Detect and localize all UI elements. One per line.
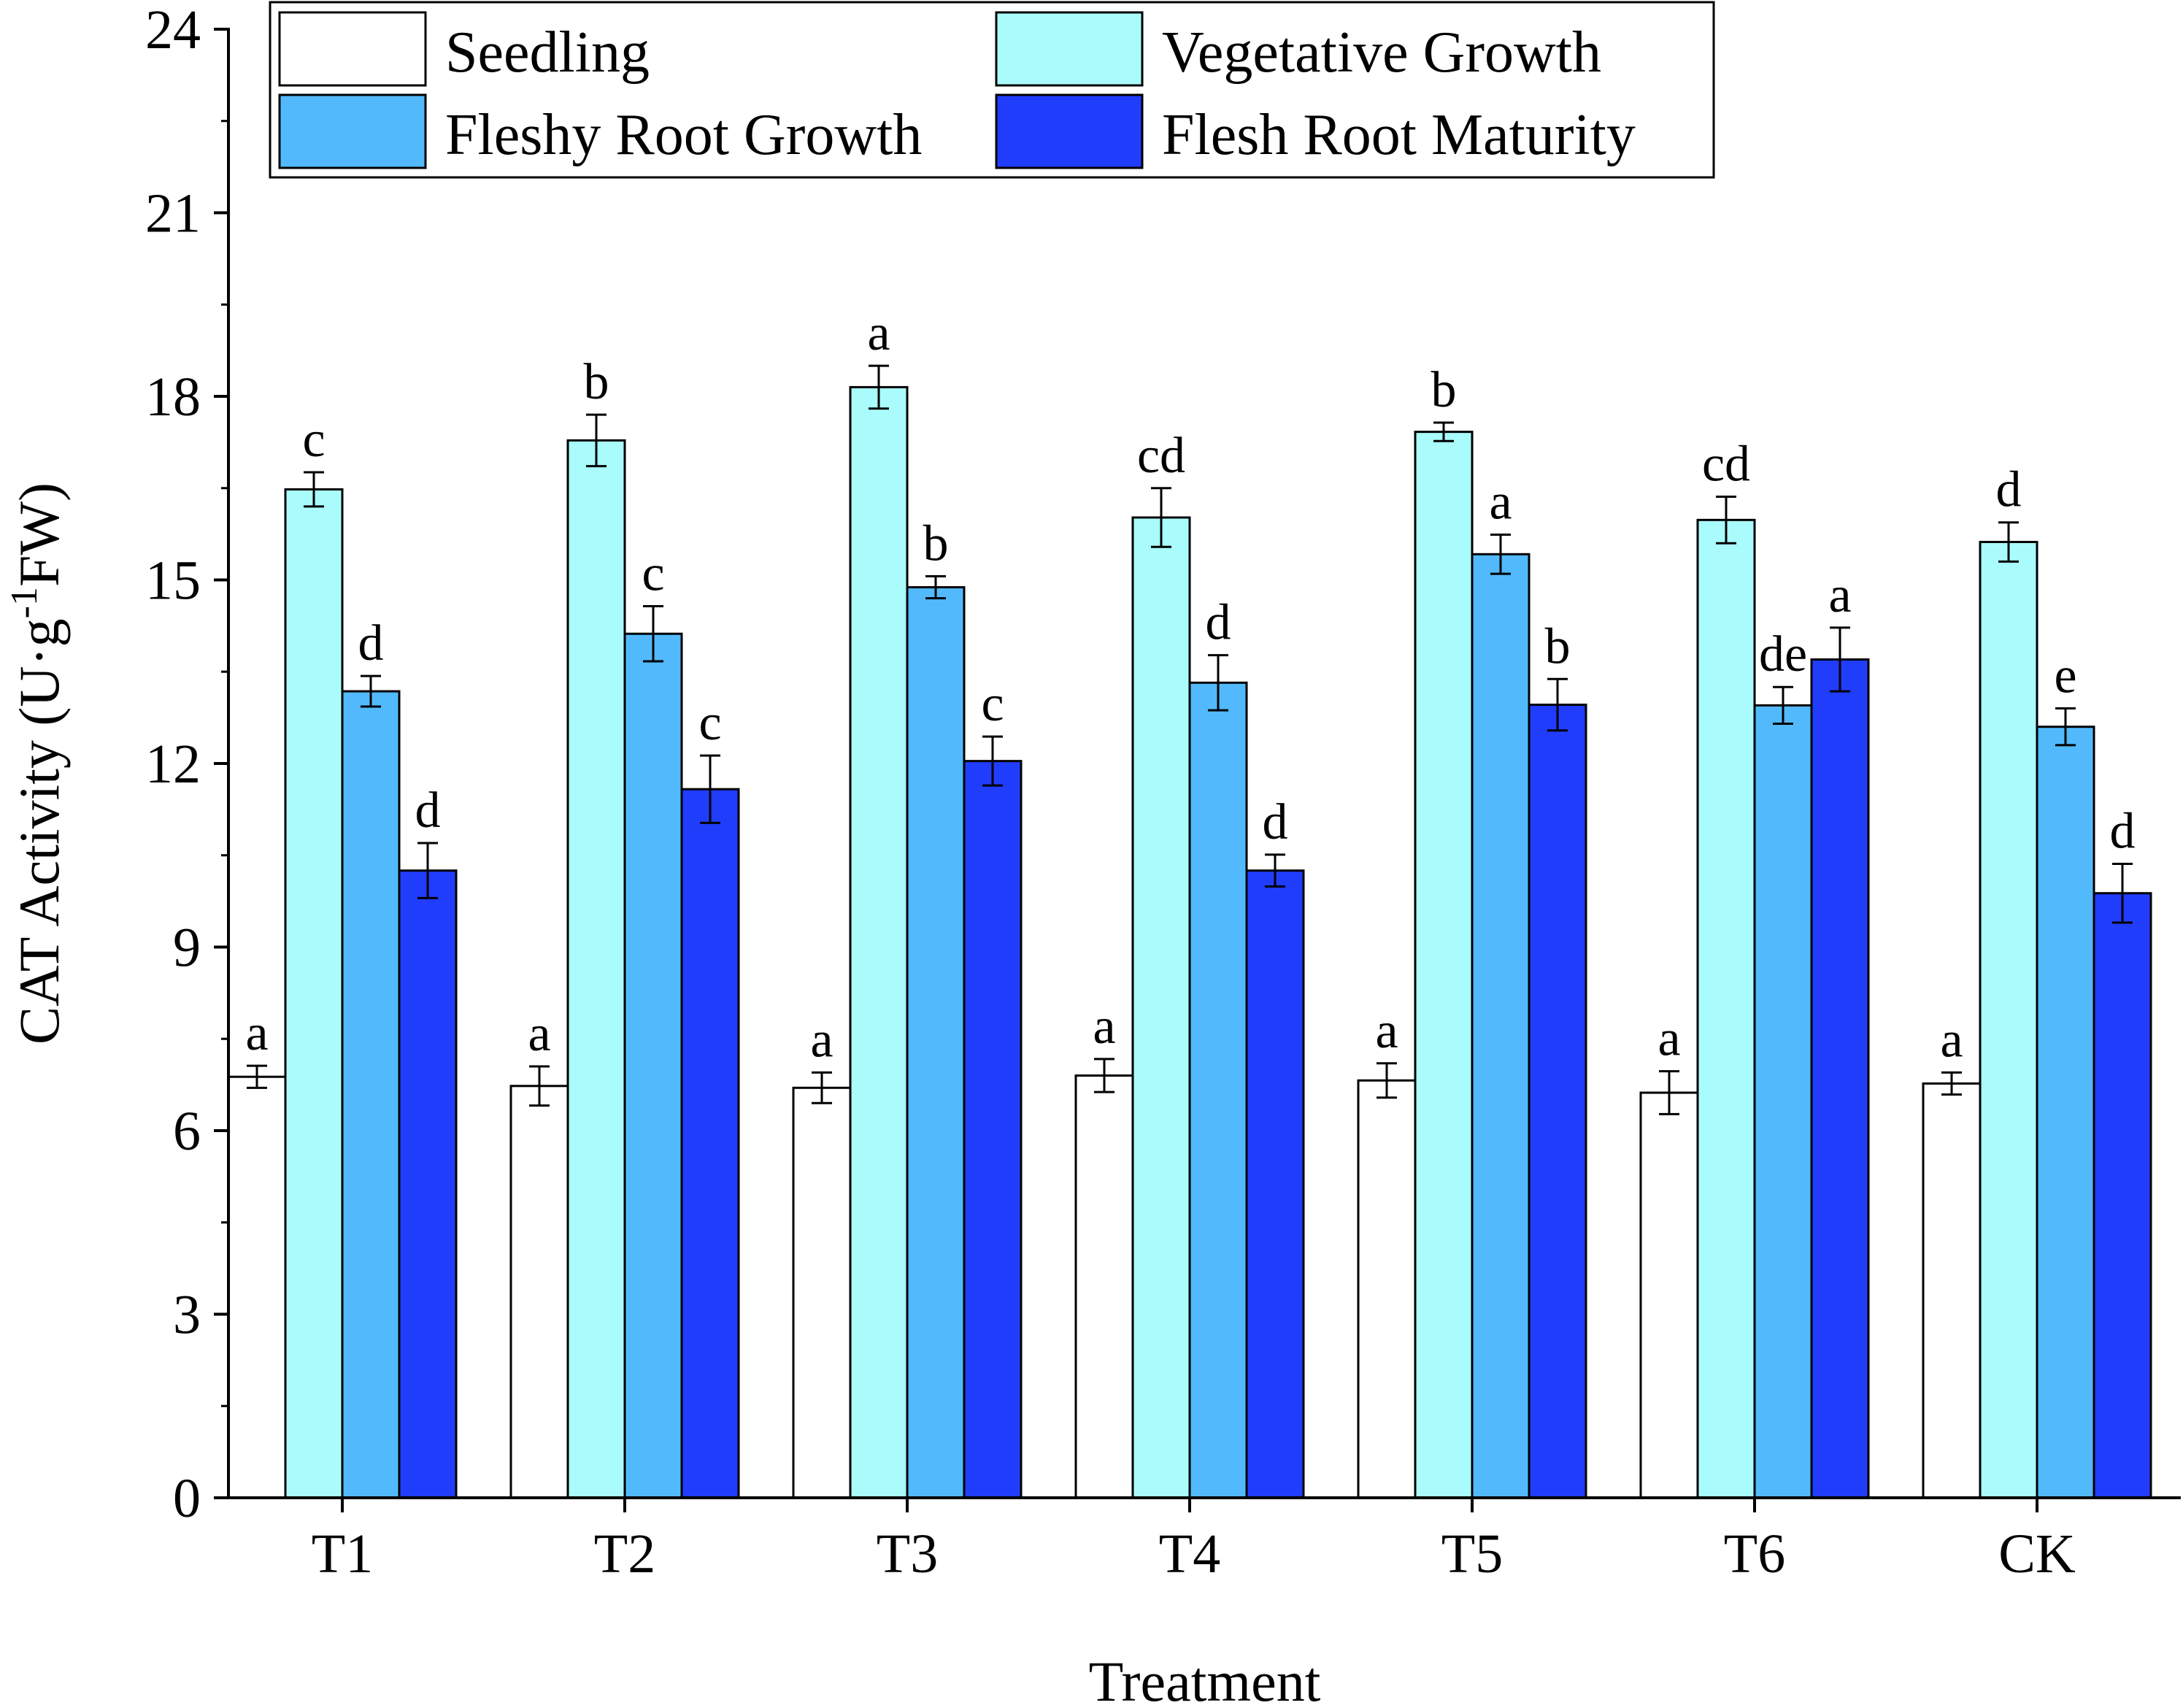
significance-label-T3-0: a	[810, 1012, 833, 1068]
x-tick-label-T1: T1	[312, 1523, 373, 1585]
significance-label-CK-0: a	[1940, 1012, 1963, 1068]
x-tick-label-CK: CK	[1998, 1523, 2076, 1585]
significance-label-T6-0: a	[1658, 1011, 1680, 1067]
significance-label-T3-3: c	[981, 676, 1004, 732]
legend-swatch-1	[995, 11, 1144, 87]
bar-T3-3	[963, 760, 1023, 1499]
y-tick-label-18: 18	[145, 366, 201, 428]
significance-label-T1-3: d	[415, 782, 441, 839]
bar-T6-0	[1639, 1091, 1699, 1499]
bar-T2-1	[566, 439, 626, 1499]
legend-label-2: Fleshy Root Growth	[445, 103, 922, 167]
significance-label-T5-2: a	[1489, 474, 1512, 530]
x-tick-label-T2: T2	[594, 1523, 655, 1585]
significance-label-T3-1: a	[867, 305, 890, 361]
significance-label-T4-3: d	[1263, 794, 1288, 850]
bar-T1-1	[284, 488, 344, 1499]
significance-label-T5-3: b	[1545, 618, 1571, 674]
x-tick-label-T5: T5	[1441, 1523, 1503, 1585]
significance-label-T2-0: a	[528, 1006, 550, 1062]
significance-label-T4-2: d	[1206, 595, 1231, 651]
significance-label-T2-1: b	[584, 354, 609, 410]
bar-T6-3	[1810, 658, 1870, 1499]
bar-T4-0	[1074, 1074, 1134, 1499]
y-axis-title-superscript: -1	[4, 587, 45, 618]
y-tick-label-6: 6	[173, 1101, 201, 1162]
y-axis-title-tail: FW)	[7, 482, 71, 587]
legend-swatch-0	[278, 11, 427, 87]
bar-T4-1	[1131, 516, 1191, 1499]
bar-T6-1	[1696, 518, 1756, 1499]
bar-T2-0	[509, 1085, 569, 1499]
y-tick-label-12: 12	[145, 734, 201, 795]
bar-T5-3	[1528, 704, 1587, 1499]
legend-label-1: Vegetative Growth	[1162, 20, 1601, 85]
bar-T4-2	[1188, 681, 1248, 1499]
y-tick-label-21: 21	[145, 183, 201, 245]
bar-CK-0	[1922, 1082, 1982, 1499]
significance-label-T6-2: de	[1759, 626, 1807, 682]
x-tick-label-T6: T6	[1724, 1523, 1785, 1585]
significance-label-T5-1: b	[1431, 362, 1457, 418]
significance-label-T2-3: c	[698, 695, 721, 751]
bar-CK-1	[1979, 541, 2038, 1499]
bar-T4-3	[1245, 869, 1305, 1499]
x-tick-label-T4: T4	[1159, 1523, 1220, 1585]
bar-T3-0	[792, 1086, 852, 1499]
significance-label-CK-3: d	[2110, 803, 2136, 859]
legend-box	[269, 1, 1715, 179]
y-axis-title: CAT Activity (U·g-1FW)	[4, 482, 71, 1045]
bar-T5-1	[1414, 431, 1474, 1499]
significance-label-T4-0: a	[1093, 999, 1115, 1055]
bar-T5-0	[1357, 1079, 1417, 1499]
y-tick-label-9: 9	[173, 918, 201, 979]
y-axis-title-main: CAT Activity (U·g	[7, 618, 71, 1045]
significance-label-T1-1: c	[302, 412, 325, 468]
y-tick-label-15: 15	[145, 550, 201, 612]
legend-label-0: Seedling	[445, 20, 650, 85]
significance-label-T1-2: d	[358, 615, 384, 672]
bar-T2-2	[623, 632, 683, 1499]
bar-T6-2	[1753, 704, 1813, 1499]
bars-group	[227, 385, 2152, 1499]
significance-label-T2-2: c	[642, 546, 664, 602]
y-tick-label-0: 0	[173, 1468, 201, 1529]
bar-CK-3	[2092, 892, 2152, 1499]
axes-group: 0 3 6 9 12 15 18 21 24 T1 T2 T3 T4 T5 T6 CK Treatment CAT…	[4, 0, 2181, 1708]
significance-label-CK-2: e	[2054, 648, 2076, 704]
significance-label-T3-2: b	[923, 515, 949, 572]
bar-CK-2	[2036, 726, 2095, 1499]
bar-T1-2	[341, 690, 401, 1499]
bar-T5-2	[1471, 553, 1531, 1499]
bar-T1-0	[227, 1075, 287, 1499]
significance-label-T1-0: a	[245, 1005, 268, 1061]
significance-label-T4-1: cd	[1137, 428, 1185, 484]
significance-label-CK-1: d	[1996, 462, 2022, 518]
error-bars-group	[247, 364, 2133, 1115]
legend-swatch-2	[278, 93, 427, 169]
legend-swatch-3	[995, 93, 1144, 169]
x-axis-title: Treatment	[1089, 1650, 1321, 1704]
y-tick-label-24: 24	[145, 0, 201, 61]
legend-label-3: Flesh Root Maturity	[1162, 103, 1636, 167]
bar-T3-1	[849, 385, 909, 1499]
bar-T2-3	[680, 788, 740, 1499]
significance-label-T6-1: cd	[1702, 436, 1750, 492]
significance-label-T6-3: a	[1828, 567, 1851, 623]
legend: Seedling Vegetative Growth Fleshy Root Gro…	[269, 1, 1715, 179]
bar-T1-3	[398, 869, 458, 1499]
significance-label-T5-0: a	[1375, 1003, 1398, 1059]
x-tick-label-T3: T3	[877, 1523, 938, 1585]
y-tick-label-3: 3	[173, 1285, 201, 1346]
bar-T3-2	[906, 586, 966, 1499]
